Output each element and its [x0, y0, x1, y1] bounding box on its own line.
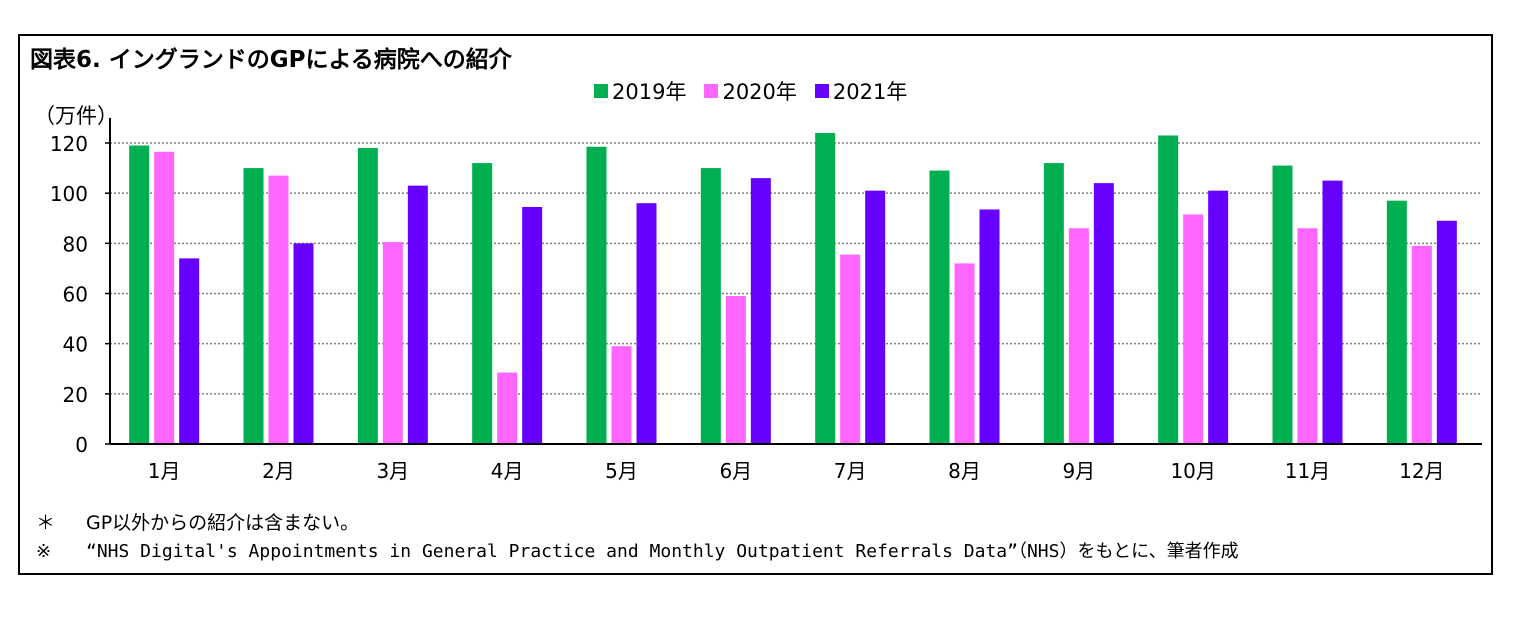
bar-2021年-7月 [865, 190, 886, 444]
legend-swatch-2021 [814, 84, 829, 98]
bar-2019年-11月 [1272, 165, 1293, 444]
x-tick-label-5月: 5月 [605, 459, 638, 483]
bar-2019年-12月 [1386, 200, 1407, 444]
x-tick-label-1月: 1月 [148, 459, 181, 483]
x-tick-label-3月: 3月 [376, 459, 409, 483]
bar-2020年-9月 [1068, 228, 1089, 444]
bar-2021年-12月 [1436, 220, 1457, 444]
legend-item-2021: 2021年 [814, 76, 908, 106]
x-tick-label-9月: 9月 [1062, 459, 1095, 483]
chart-title: 図表6. イングランドのGPによる病院への紹介 [30, 47, 512, 73]
bar-2019年-1月 [129, 145, 150, 444]
bar-2020年-1月 [154, 151, 175, 444]
x-tick-label-8月: 8月 [948, 459, 981, 483]
x-tick-label-11月: 11月 [1285, 459, 1330, 483]
y-tick-label-100: 100 [50, 182, 88, 206]
bar-2019年-2月 [243, 168, 264, 445]
bar-2019年-4月 [472, 163, 493, 445]
bar-2021年-11月 [1322, 180, 1343, 444]
chart-frame [18, 34, 1493, 575]
bar-2021年-10月 [1208, 190, 1229, 444]
x-tick-label-7月: 7月 [834, 459, 867, 483]
bar-2019年-8月 [929, 170, 950, 444]
legend-label-2020: 2020年 [722, 80, 797, 104]
legend-item-2019: 2019年 [594, 76, 686, 106]
legend-swatch-2019 [594, 84, 608, 98]
legend: 2019年 2020年 2021年 [594, 76, 907, 106]
bar-2020年-6月 [725, 296, 746, 444]
bar-2019年-7月 [815, 132, 836, 444]
bar-2021年-5月 [636, 203, 657, 444]
bar-2020年-4月 [497, 372, 518, 444]
x-tick-label-4月: 4月 [491, 459, 524, 483]
bar-2019年-3月 [357, 148, 378, 444]
legend-label-2019: 2019年 [612, 80, 687, 104]
x-tick-label-2月: 2月 [262, 459, 295, 483]
bar-2020年-10月 [1183, 214, 1204, 444]
bar-2020年-7月 [840, 254, 861, 444]
footnote-2-mark: ※ [36, 541, 52, 562]
y-tick-label-0: 0 [75, 433, 88, 457]
y-tick-label-40: 40 [63, 333, 88, 357]
legend-label-2021: 2021年 [832, 80, 908, 104]
y-tick-label-80: 80 [63, 232, 88, 256]
y-tick-label-60: 60 [63, 283, 88, 307]
y-axis-unit: （万件） [34, 104, 118, 128]
bar-2019年-5月 [586, 146, 607, 444]
bar-2020年-11月 [1297, 228, 1318, 444]
legend-swatch-2020 [704, 84, 719, 98]
x-tick-label-10月: 10月 [1170, 459, 1215, 483]
bar-2020年-12月 [1411, 245, 1432, 444]
legend-item-2020: 2020年 [704, 76, 797, 106]
footnote-1-text: GP以外からの紹介は含まない。 [86, 512, 360, 534]
bar-2021年-2月 [293, 243, 314, 444]
bar-2019年-9月 [1043, 163, 1064, 445]
bar-2021年-1月 [179, 258, 200, 444]
x-tick-label-6月: 6月 [719, 459, 752, 483]
y-tick-label-120: 120 [50, 132, 88, 156]
bar-2021年-6月 [750, 178, 771, 444]
bar-2021年-9月 [1093, 183, 1114, 444]
bar-2020年-2月 [268, 175, 289, 444]
bar-2021年-3月 [407, 185, 428, 444]
y-tick-label-20: 20 [63, 383, 88, 407]
bar-2020年-8月 [954, 263, 975, 444]
bar-2021年-8月 [979, 209, 1000, 444]
footnote-1: ＊ GP以外からの紹介は含まない。 [36, 508, 359, 535]
bar-2020年-3月 [382, 242, 403, 444]
footnote-2: ※ “NHS Digital's Appointments in General … [36, 537, 1239, 563]
bar-2021年-4月 [522, 206, 543, 444]
footnote-2-text: “NHS Digital's Appointments in General P… [86, 541, 1239, 562]
bar-2019年-10月 [1158, 135, 1179, 444]
bar-2020年-5月 [611, 346, 632, 444]
bar-2019年-6月 [700, 168, 721, 445]
footnote-1-mark: ＊ [36, 512, 56, 534]
x-tick-label-12月: 12月 [1399, 459, 1444, 483]
